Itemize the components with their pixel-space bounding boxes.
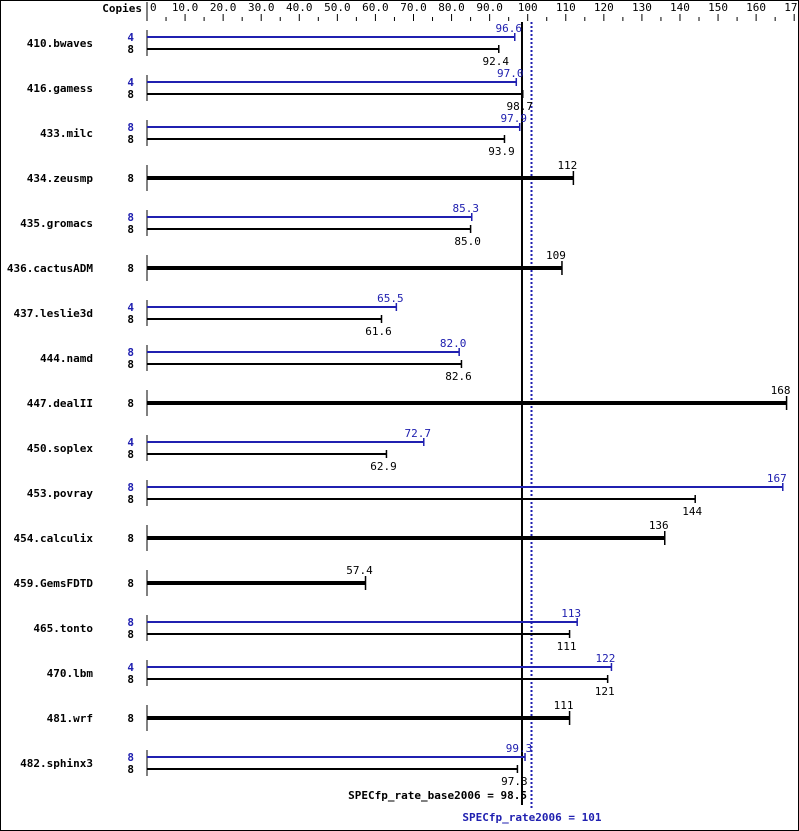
tick-label: 100 — [518, 1, 538, 14]
tick-label: 140 — [670, 1, 690, 14]
base-copies: 8 — [127, 493, 134, 506]
peak-value-label: 97.9 — [500, 112, 527, 125]
peak-copies: 8 — [127, 751, 134, 764]
peak-value-label: 113 — [561, 607, 581, 620]
base-copies: 8 — [127, 577, 134, 590]
peak-copies: 8 — [127, 616, 134, 629]
peak-copies: 4 — [127, 76, 134, 89]
benchmark-label: 453.povray — [27, 487, 94, 500]
tick-label: 30.0 — [248, 1, 275, 14]
benchmark-label: 465.tonto — [33, 622, 93, 635]
axis-label: Copies — [102, 2, 142, 15]
tick-label: 20.0 — [210, 1, 237, 14]
tick-label: 110 — [556, 1, 576, 14]
base-value-label: 121 — [595, 685, 615, 698]
base-copies: 8 — [127, 397, 134, 410]
base-copies: 8 — [127, 262, 134, 275]
tick-label: 160 — [746, 1, 766, 14]
benchmark-label: 459.GemsFDTD — [14, 577, 94, 590]
base-value-label: 144 — [682, 505, 702, 518]
benchmark-label: 470.lbm — [47, 667, 94, 680]
base-copies: 8 — [127, 763, 134, 776]
base-copies: 8 — [127, 223, 134, 236]
peak-value-label: 72.7 — [405, 427, 432, 440]
base-value-label: 92.4 — [483, 55, 510, 68]
benchmark-label: 454.calculix — [14, 532, 94, 545]
peak-copies: 8 — [127, 346, 134, 359]
peak-copies: 8 — [127, 211, 134, 224]
base-value-label: 111 — [557, 640, 577, 653]
peak-copies: 4 — [127, 31, 134, 44]
peak-score-label: SPECfp_rate2006 = 101 — [462, 811, 601, 824]
base-copies: 8 — [127, 313, 134, 326]
benchmark-label: 435.gromacs — [20, 217, 93, 230]
tick-label: 50.0 — [324, 1, 351, 14]
peak-value-label: 82.0 — [440, 337, 467, 350]
base-value-label: 93.9 — [488, 145, 515, 158]
base-value-label: 61.6 — [365, 325, 392, 338]
base-value-label: 57.4 — [346, 564, 373, 577]
benchmark-label: 447.dealII — [27, 397, 93, 410]
tick-label: 80.0 — [438, 1, 465, 14]
tick-label: 0 — [150, 1, 157, 14]
base-value-label: 97.3 — [501, 775, 528, 788]
benchmark-label: 433.milc — [40, 127, 93, 140]
peak-copies: 4 — [127, 661, 134, 674]
base-copies: 8 — [127, 88, 134, 101]
tick-label: 150 — [708, 1, 728, 14]
peak-copies: 4 — [127, 436, 134, 449]
tick-label: 40.0 — [286, 1, 313, 14]
benchmark-label: 482.sphinx3 — [20, 757, 93, 770]
base-copies: 8 — [127, 358, 134, 371]
tick-label: 90.0 — [476, 1, 503, 14]
tick-label: 60.0 — [362, 1, 389, 14]
base-value-label: 98.7 — [507, 100, 534, 113]
peak-value-label: 97.0 — [497, 67, 524, 80]
benchmark-label: 416.gamess — [27, 82, 93, 95]
peak-copies: 8 — [127, 121, 134, 134]
base-value-label: 111 — [554, 699, 574, 712]
base-value-label: 85.0 — [454, 235, 481, 248]
base-value-label: 168 — [771, 384, 791, 397]
base-value-label: 136 — [649, 519, 669, 532]
base-value-label: 62.9 — [370, 460, 397, 473]
base-value-label: 82.6 — [445, 370, 472, 383]
benchmark-label: 481.wrf — [47, 712, 93, 725]
base-copies: 8 — [127, 133, 134, 146]
benchmark-label: 437.leslie3d — [14, 307, 93, 320]
peak-value-label: 85.3 — [452, 202, 479, 215]
benchmark-label: 410.bwaves — [27, 37, 93, 50]
base-copies: 8 — [127, 448, 134, 461]
base-copies: 8 — [127, 712, 134, 725]
peak-copies: 8 — [127, 481, 134, 494]
base-value-label: 109 — [546, 249, 566, 262]
benchmark-label: 436.cactusADM — [7, 262, 93, 275]
peak-value-label: 167 — [767, 472, 787, 485]
benchmark-label: 444.namd — [40, 352, 93, 365]
benchmark-label: 450.soplex — [27, 442, 94, 455]
base-copies: 8 — [127, 172, 134, 185]
base-copies: 8 — [127, 673, 134, 686]
peak-value-label: 65.5 — [377, 292, 404, 305]
tick-label: 120 — [594, 1, 614, 14]
base-score-label: SPECfp_rate_base2006 = 98.5 — [348, 789, 527, 802]
peak-value-label: 99.3 — [506, 742, 533, 755]
peak-value-label: 96.6 — [496, 22, 523, 35]
tick-label: 170 — [784, 1, 799, 14]
peak-value-label: 122 — [596, 652, 616, 665]
peak-copies: 4 — [127, 301, 134, 314]
base-copies: 8 — [127, 628, 134, 641]
benchmark-label: 434.zeusmp — [27, 172, 94, 185]
tick-label: 130 — [632, 1, 652, 14]
base-value-label: 112 — [557, 159, 577, 172]
tick-label: 10.0 — [172, 1, 199, 14]
base-copies: 8 — [127, 43, 134, 56]
base-copies: 8 — [127, 532, 134, 545]
tick-label: 70.0 — [400, 1, 427, 14]
